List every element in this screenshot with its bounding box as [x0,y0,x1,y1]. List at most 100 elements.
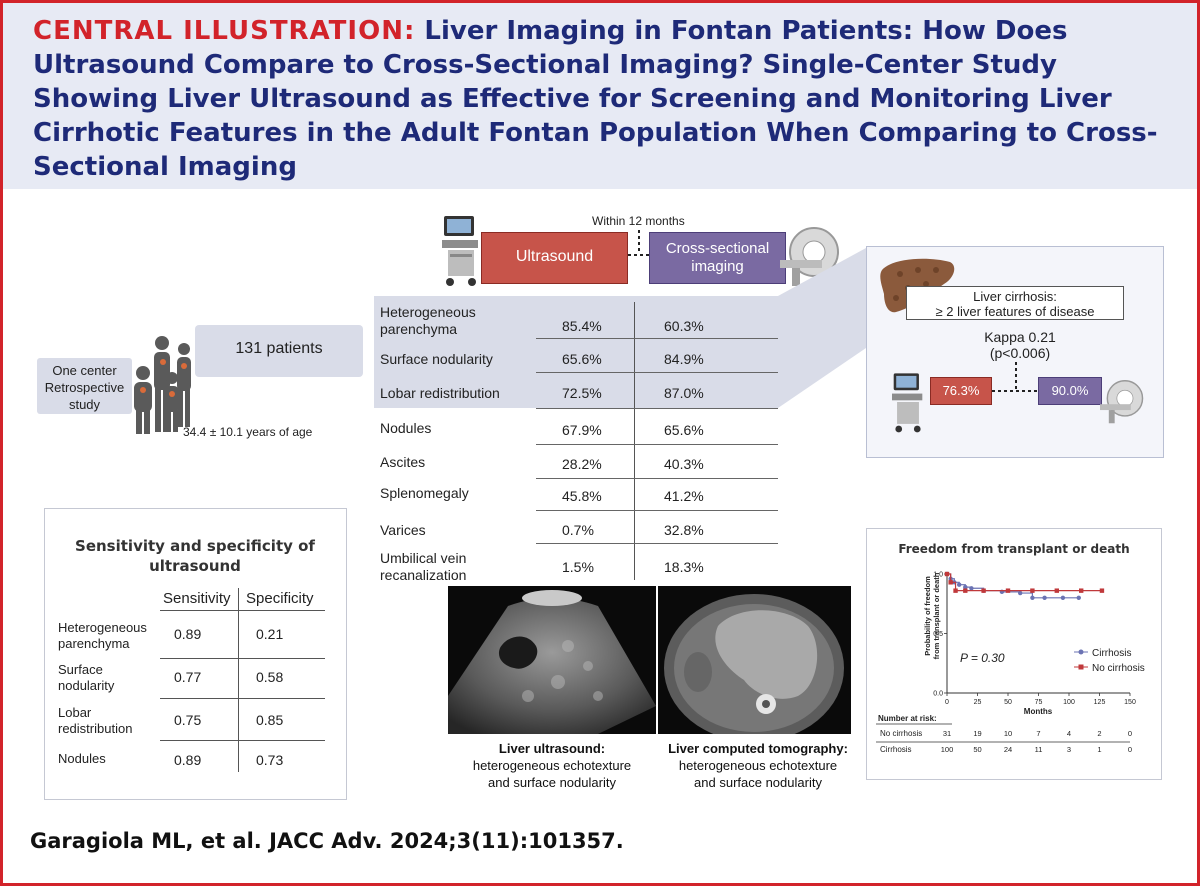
row-cs-umbilical-vein: 18.3% [664,559,704,575]
page-title: CENTRAL ILLUSTRATION: Liver Imaging in F… [33,14,1173,184]
chart-x-axis-label: Months [1024,707,1053,716]
risk-value: 0 [1128,745,1132,754]
x-tick-label: 100 [1063,699,1075,706]
risk-value: 1 [1097,745,1101,754]
x-tick-label: 50 [1004,699,1012,706]
cross-sectional-line2: imaging [691,258,744,275]
sensitivity-col-header: Sensitivity [163,590,231,607]
sens-row-divider [160,740,325,741]
ct-caption: Liver computed tomography: heterogeneous… [658,740,858,791]
x-tick-label: 25 [974,699,982,706]
chart-p-value: P = 0.30 [960,651,1005,665]
kappa-statistic: Kappa 0.21 (p<0.006) [960,329,1080,361]
spec-value-nodules: 0.73 [256,752,284,768]
table-column-divider [634,302,635,580]
row-us-umbilical-vein: 1.5% [562,559,594,575]
x-tick-label: 75 [1035,699,1043,706]
series-point-no-cirrhosis [1005,588,1011,593]
ultrasound-caption-title: Liver ultrasound: [498,741,606,756]
row-us-varices: 0.7% [562,522,594,538]
spec-value-heterogeneous: 0.21 [256,626,284,642]
patients-count: 131 patients [235,340,323,357]
series-point-no-cirrhosis [944,571,950,577]
row-cs-heterogeneous-parenchyma: 60.3% [664,318,704,334]
patients-figures-icon [134,336,191,434]
ct-scanner-icon [780,227,839,286]
series-point-cirrhosis [969,586,974,591]
sens-column-divider [238,588,239,772]
risk-row-label: Cirrhosis [880,745,912,754]
sensitivity-panel [44,508,347,800]
sens-value-heterogeneous: 0.89 [174,626,202,642]
study-design-line1: One center [52,363,117,378]
kappa-value: Kappa 0.21 [984,329,1056,345]
risk-table-header: Number at risk: [878,714,937,723]
row-label-heterogeneous-parenchyma: Heterogeneous parenchyma [380,304,476,337]
series-point-no-cirrhosis [1099,588,1105,593]
ultrasound-caption: Liver ultrasound: heterogeneous echotext… [448,740,656,791]
series-point-no-cirrhosis [1030,588,1035,593]
survival-chart: Probability of freedomfrom transplant or… [876,571,1145,754]
row-label-surface-nodularity: Surface nodularity [380,351,493,367]
row-us-nodules: 67.9% [562,422,602,438]
legend-label-no-cirrhosis: No cirrhosis [1092,663,1145,674]
citation: Garagiola ML, et al. JACC Adv. 2024;3(11… [30,829,624,853]
risk-value: 19 [973,729,981,738]
row-label-nodules: Nodules [380,420,432,436]
chart-y-axis-label: Probability of freedomfrom transplant or… [923,572,941,659]
row-us-ascites: 28.2% [562,456,602,472]
series-point-no-cirrhosis [953,588,958,593]
spec-value-surface: 0.58 [256,669,284,685]
row-label-lobar-redistribution: Lobar redistribution [380,385,500,401]
liver-ct-image [658,586,851,734]
row-divider [536,408,778,409]
sens-row-divider [160,658,325,659]
row-cs-nodules: 65.6% [664,422,704,438]
title-text: Liver Imaging in Fontan Patients: How Do… [33,16,1158,182]
kappa-p-value: (p<0.006) [989,345,1051,361]
risk-value: 31 [943,729,951,738]
callout-wedge [778,248,866,408]
study-design-line3: study [68,397,101,412]
row-cs-surface-nodularity: 84.9% [664,351,704,367]
cirrhosis-definition-box: Liver cirrhosis: ≥ 2 liver features of d… [906,286,1124,320]
risk-value: 100 [941,745,954,754]
y-tick-label: 0.5 [933,631,943,638]
study-design-box: One center Retrospective study [37,358,132,414]
row-divider [536,510,778,511]
series-point-cirrhosis [1060,595,1066,600]
risk-value: 2 [1097,729,1101,738]
ultrasound-machine-small-icon [892,373,923,433]
sens-value-lobar: 0.75 [174,712,202,728]
patients-box [195,325,363,377]
liver-ultrasound-image [448,586,656,734]
x-tick-label: 150 [1124,699,1136,706]
ultrasound-machine-icon [442,216,478,286]
dashed-connector [628,230,650,256]
series-point-cirrhosis [963,584,968,590]
sens-row-label-heterogeneous: Heterogeneous parenchyma [58,620,147,651]
title-prefix: CENTRAL ILLUSTRATION: [33,16,416,46]
chart-y-label-line2: from transplant or death [932,572,941,659]
cirrhosis-cross-sectional-percent: 90.0% [1038,377,1102,405]
series-point-no-cirrhosis [981,588,986,593]
series-point-no-cirrhosis [1079,588,1084,593]
series-point-cirrhosis [1030,595,1035,600]
ultrasound-caption-line1: heterogeneous echotexture [472,758,632,773]
series-point-no-cirrhosis [948,580,953,585]
row-us-splenomegaly: 45.8% [562,488,602,504]
sens-value-nodules: 0.89 [174,752,202,768]
row-cs-ascites: 40.3% [664,456,704,472]
risk-value: 50 [973,745,981,754]
risk-value: 24 [1004,745,1012,754]
ct-caption-line2: and surface nodularity [694,775,822,790]
ultrasound-caption-line2: and surface nodularity [488,775,616,790]
sens-row-label-lobar: Lobar redistribution [58,705,133,736]
risk-value: 3 [1067,745,1071,754]
specificity-col-header: Specificity [246,590,314,607]
y-tick-label: 0.0 [933,691,943,698]
row-us-lobar-redistribution: 72.5% [562,385,602,401]
cirrhosis-definition-line1: Liver cirrhosis: [973,289,1057,304]
cirrhosis-ultrasound-percent: 76.3% [930,377,992,405]
cross-sectional-box: Cross-sectional imaging [649,232,786,284]
